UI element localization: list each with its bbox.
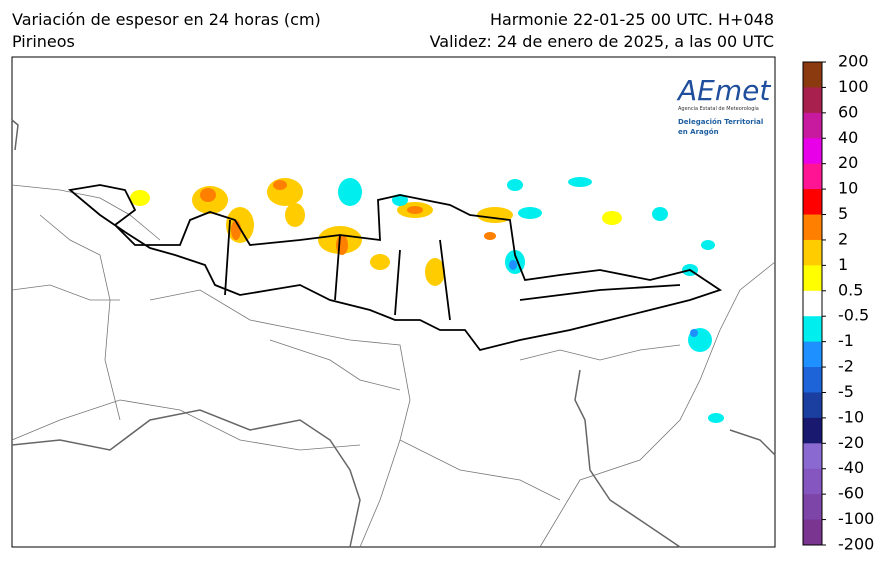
colorbar-band xyxy=(803,392,822,419)
colorbar-label: 20 xyxy=(838,153,858,172)
colorbar-band xyxy=(803,112,822,139)
colorbar-frame xyxy=(802,61,823,546)
colorbar-band xyxy=(803,341,822,368)
pyrenees-zone-borders xyxy=(67,184,723,352)
colorbar-band xyxy=(803,519,822,546)
colorbar-band xyxy=(803,468,822,495)
colorbar-band xyxy=(803,138,822,165)
colorbar-band xyxy=(803,316,822,343)
map xyxy=(11,56,776,548)
colorbar-label: -200 xyxy=(838,535,874,554)
colorbar-band xyxy=(803,417,822,444)
colorbar-label: -2 xyxy=(838,357,854,376)
colorbar-label: 2 xyxy=(838,229,848,248)
colorbar-band xyxy=(803,443,822,470)
colorbar-label: 100 xyxy=(838,77,869,96)
colorbar-label: 10 xyxy=(838,179,858,198)
colorbar-band xyxy=(803,239,822,266)
logo-agency: Agencia Estatal de Meteorología xyxy=(678,105,759,112)
colorbar-band xyxy=(803,189,822,216)
colorbar-label: -100 xyxy=(838,509,874,528)
colorbar-label: 5 xyxy=(838,204,848,223)
colorbar-label: -0.5 xyxy=(838,306,869,325)
coast-and-country-borders xyxy=(11,119,776,548)
colorbar-label: -60 xyxy=(838,484,864,503)
region: Pirineos xyxy=(12,32,75,51)
colorbar: 200 100 60 40 20 10 5 2 1 0.5 -0.5 -1 -2 -5 -10 -20 -40 -… xyxy=(802,52,874,554)
title: Variación de espesor en 24 horas (cm) xyxy=(12,10,321,29)
colorbar-label: 0.5 xyxy=(838,280,863,299)
colorbar-label: 1 xyxy=(838,255,848,274)
colorbar-label: -20 xyxy=(838,433,864,452)
logo: AEmet Agencia Estatal de Meteorología De… xyxy=(676,74,771,136)
colorbar-label: -10 xyxy=(838,407,864,426)
colorbar-band xyxy=(803,367,822,393)
regional-borders xyxy=(11,184,776,548)
colorbar-band xyxy=(803,62,822,88)
colorbar-label: 200 xyxy=(838,52,869,71)
logo-brand: AEmet xyxy=(676,74,771,107)
colorbar-label: -40 xyxy=(838,458,864,477)
colorbar-band xyxy=(803,290,822,317)
colorbar-label: 40 xyxy=(838,128,858,147)
logo-office: en Aragón xyxy=(678,128,719,136)
logo-office: Delegación Territorial xyxy=(678,118,763,126)
colorbar-label: 60 xyxy=(838,102,858,121)
colorbar-band xyxy=(803,214,822,241)
colorbar-band xyxy=(803,163,822,190)
colorbar-label: -5 xyxy=(838,382,854,401)
validity: Validez: 24 de enero de 2025, a las 00 U… xyxy=(430,32,774,51)
colorbar-band xyxy=(803,87,822,114)
colorbar-band xyxy=(803,494,822,521)
map-frame xyxy=(11,56,776,548)
colorbar-label: -1 xyxy=(838,331,854,350)
colorbar-band xyxy=(803,265,822,292)
model-run: Harmonie 22-01-25 00 UTC. H+048 xyxy=(490,10,774,29)
